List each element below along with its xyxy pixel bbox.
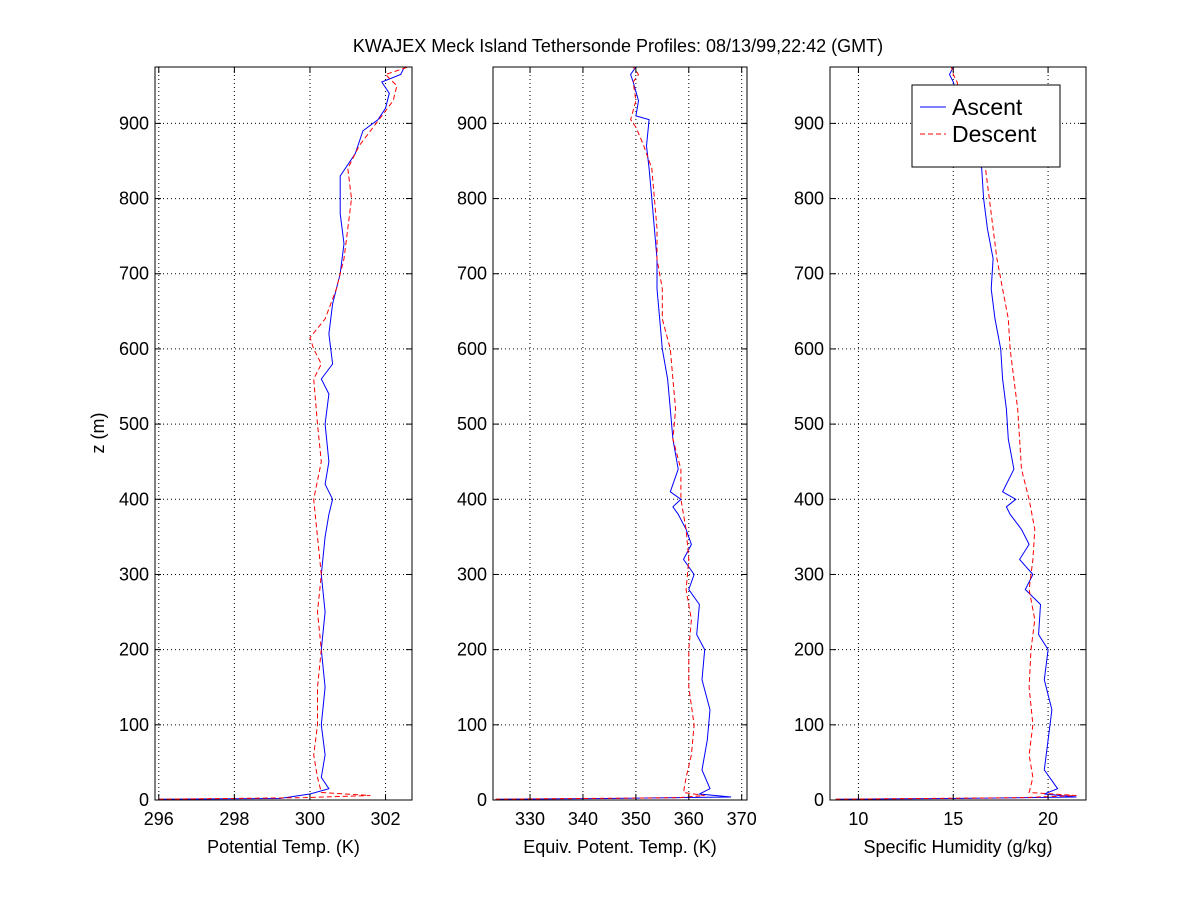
x-tick-label: 330	[515, 809, 545, 829]
y-tick-label: 600	[119, 339, 149, 359]
y-tick-label: 700	[119, 264, 149, 284]
y-tick-label: 800	[794, 189, 824, 209]
ascent-line	[495, 67, 732, 800]
x-tick-label: 15	[943, 809, 963, 829]
panels-group: 296 298 300 3020100200300400500600700800900…	[119, 66, 1087, 857]
x-tick-label: 370	[727, 809, 757, 829]
y-tick-label: 0	[814, 790, 824, 810]
y-tick-label: 0	[139, 790, 149, 810]
figure-title: KWAJEX Meck Island Tethersonde Profiles:…	[353, 36, 883, 56]
y-tick-label: 200	[119, 640, 149, 660]
x-tick-label: 302	[371, 809, 401, 829]
y-tick-label: 800	[457, 189, 487, 209]
ascent-line	[158, 67, 405, 800]
y-tick-label: 500	[794, 414, 824, 434]
y-tick-label: 100	[457, 715, 487, 735]
x-tick-label: 296	[144, 809, 174, 829]
y-tick-label: 100	[119, 715, 149, 735]
y-tick-label: 400	[457, 489, 487, 509]
x-tick-label: 298	[219, 809, 249, 829]
y-tick-label: 300	[457, 564, 487, 584]
y-tick-label: 500	[457, 414, 487, 434]
y-tick-label: 200	[457, 640, 487, 660]
x-tick-label: 20	[1038, 809, 1058, 829]
descent-line	[835, 67, 1077, 800]
y-tick-label: 600	[794, 339, 824, 359]
y-tick-label: 800	[119, 189, 149, 209]
y-tick-label: 300	[119, 564, 149, 584]
y-tick-label: 900	[794, 113, 824, 133]
y-tick-label: 600	[457, 339, 487, 359]
y-tick-label: 200	[794, 640, 824, 660]
y-tick-label: 700	[794, 264, 824, 284]
y-tick-label: 0	[477, 790, 487, 810]
y-tick-label: 300	[794, 564, 824, 584]
y-tick-label: 500	[119, 414, 149, 434]
axes-frame	[154, 66, 413, 801]
axes-frame	[829, 66, 1087, 801]
x-tick-label: 10	[848, 809, 868, 829]
y-tick-label: 100	[794, 715, 824, 735]
x-axis-label: Specific Humidity (g/kg)	[863, 837, 1052, 857]
panel-1: 296 298 300 302 0 100 200 300 400 500 600 700 800 900…	[119, 66, 413, 857]
axes-frame	[492, 66, 748, 801]
x-tick-label: 350	[621, 809, 651, 829]
y-tick-label: 900	[119, 113, 149, 133]
x-tick-label: 300	[295, 809, 325, 829]
x-axis-label: Potential Temp. (K)	[207, 837, 360, 857]
ascent-legend-label: Ascent	[952, 94, 1023, 120]
descent-line	[495, 67, 705, 800]
y-tick-label: 700	[457, 264, 487, 284]
y-axis-label: z (m)	[88, 413, 108, 454]
y-tick-label: 400	[794, 489, 824, 509]
x-tick-label: 340	[568, 809, 598, 829]
descent-line	[158, 67, 409, 800]
panel-2: 330 340 350 360 370 0 100 200 300 400 500 600 700 800…	[457, 66, 757, 857]
y-tick-label: 900	[457, 113, 487, 133]
x-tick-label: 360	[674, 809, 704, 829]
legend-box	[911, 84, 1061, 168]
x-axis-label: Equiv. Potent. Temp. (K)	[523, 837, 716, 857]
y-tick-label: 400	[119, 489, 149, 509]
descent-legend-label: Descent	[952, 121, 1037, 147]
